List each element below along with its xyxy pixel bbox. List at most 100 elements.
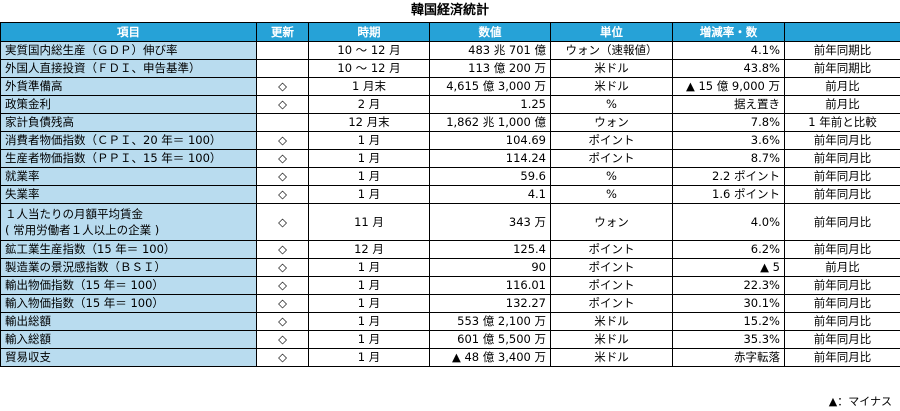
updated-cell [256, 113, 309, 132]
updated-cell: ◇ [256, 167, 309, 186]
rate-cell: 4.1% [672, 41, 785, 60]
header-item: 項目 [0, 22, 257, 42]
table-row: 実質国内総生産（ＧＤＰ）伸び率 10 〜 12 月 483 兆 701 億ウォン（速… [0, 41, 900, 60]
updated-cell: ◇ [256, 203, 309, 241]
header-unit: 単位 [550, 22, 673, 42]
rate-cell: 4.0% [672, 203, 785, 241]
period-cell: 12 月末 [308, 113, 430, 132]
header-period: 時期 [308, 22, 430, 42]
rate-cell: 8.7% [672, 149, 785, 168]
rate-cell: 3.6% [672, 131, 785, 150]
updated-cell: ◇ [256, 348, 309, 367]
header-compare [784, 22, 900, 42]
rate-cell: 30.1% [672, 294, 785, 313]
period-cell: 1 月 [308, 312, 430, 331]
period-cell: 1 月 [308, 294, 430, 313]
table-body: 実質国内総生産（ＧＤＰ）伸び率 10 〜 12 月 483 兆 701 億ウォン（速… [0, 41, 900, 367]
table-row: 外貨準備高 ◇ 1 月末 4,615 億 3,000 万米ドル ▲ 15 億 9,000… [0, 77, 900, 96]
compare-cell: 前年同月比 [784, 294, 900, 313]
rate-cell: 7.8% [672, 113, 785, 132]
compare-cell: 1 年前と比較 [784, 113, 900, 132]
rate-cell: 1.6 ポイント [672, 185, 785, 204]
updated-cell: ◇ [256, 294, 309, 313]
stats-table: 項目 更新 時期 数値 単位 増減率・数 実質国内総生産（ＧＤＰ）伸び率 10 〜… [0, 22, 900, 367]
unit-cell: % [550, 167, 673, 186]
unit-cell: ポイント [550, 294, 673, 313]
compare-cell: 前年同期比 [784, 59, 900, 78]
compare-cell: 前年同月比 [784, 240, 900, 259]
updated-cell: ◇ [256, 77, 309, 96]
unit-cell: 米ドル [550, 330, 673, 349]
table-row: 家計負債残高 12 月末 1,862 兆 1,000 億ウォン 7.8% 1 年前と比較 [0, 113, 900, 132]
updated-cell: ◇ [256, 131, 309, 150]
updated-cell [256, 59, 309, 78]
header-row: 項目 更新 時期 数値 単位 増減率・数 [0, 22, 900, 42]
table-row: 輸出総額 ◇ 1 月 553 億 2,100 万米ドル 15.2% 前年同月比 [0, 312, 900, 331]
compare-cell: 前年同期比 [784, 41, 900, 60]
table-row: １人当たりの月額平均賃金( 常用労働者１人以上の企業 ) ◇ 11 月 343 万ウォ… [0, 203, 900, 241]
updated-cell: ◇ [256, 185, 309, 204]
item-cell: 就業率 [0, 167, 257, 186]
table-row: 鉱工業生産指数（15 年＝ 100） ◇ 12 月 125.4 ポイント 6.2% 前年同月… [0, 240, 900, 259]
value-cell: 104.69 [429, 131, 551, 150]
item-cell: 家計負債残高 [0, 113, 257, 132]
compare-cell: 前月比 [784, 258, 900, 277]
unit-cell: ウォン [550, 113, 673, 132]
item-cell: 消費者物価指数（ＣＰＩ、20 年＝ 100） [0, 131, 257, 150]
rate-cell: ▲ 15 億 9,000 万 [672, 77, 785, 96]
value-cell: 132.27 [429, 294, 551, 313]
compare-cell: 前年同月比 [784, 348, 900, 367]
item-cell: 貿易収支 [0, 348, 257, 367]
period-cell: 1 月 [308, 258, 430, 277]
period-cell: 1 月 [308, 167, 430, 186]
value-cell: 553 億 2,100 万 [429, 312, 551, 331]
table-title: 韓国経済統計 [410, 3, 489, 18]
period-cell: 1 月 [308, 149, 430, 168]
value-cell: 1.25 [429, 95, 551, 114]
updated-cell: ◇ [256, 258, 309, 277]
table-row: 生産者物価指数（ＰＰＩ、15 年＝ 100） ◇ 1 月 114.24 ポイント 8.7%… [0, 149, 900, 168]
unit-cell: 米ドル [550, 59, 673, 78]
updated-cell: ◇ [256, 95, 309, 114]
table-row: 輸入物価指数（15 年＝ 100） ◇ 1 月 132.27 ポイント 30.1% 前年同月… [0, 294, 900, 313]
period-cell: 12 月 [308, 240, 430, 259]
item-cell: 製造業の景況感指数（ＢＳＩ） [0, 258, 257, 277]
unit-cell: ポイント [550, 131, 673, 150]
item-cell: 輸入総額 [0, 330, 257, 349]
legend-note: ▲：マイナス [828, 395, 892, 408]
header-updated: 更新 [256, 22, 309, 42]
value-cell: 483 兆 701 億 [429, 41, 551, 60]
unit-cell: 米ドル [550, 348, 673, 367]
table-row: 失業率 ◇ 1 月 4.1% 1.6 ポイント 前年同月比 [0, 185, 900, 204]
compare-cell: 前年同月比 [784, 185, 900, 204]
rate-cell: 35.3% [672, 330, 785, 349]
item-cell: 実質国内総生産（ＧＤＰ）伸び率 [0, 41, 257, 60]
header-value: 数値 [429, 22, 551, 42]
compare-cell: 前月比 [784, 95, 900, 114]
unit-cell: 米ドル [550, 77, 673, 96]
value-cell: 114.24 [429, 149, 551, 168]
table-row: 製造業の景況感指数（ＢＳＩ） ◇ 1 月 90 ポイント ▲ 5 前月比 [0, 258, 900, 277]
table-row: 就業率 ◇ 1 月 59.6% 2.2 ポイント 前年同月比 [0, 167, 900, 186]
compare-cell: 前月比 [784, 77, 900, 96]
value-cell: 4.1 [429, 185, 551, 204]
item-cell: 生産者物価指数（ＰＰＩ、15 年＝ 100） [0, 149, 257, 168]
item-cell: 鉱工業生産指数（15 年＝ 100） [0, 240, 257, 259]
rate-cell: 赤字転落 [672, 348, 785, 367]
rate-cell: 据え置き [672, 95, 785, 114]
unit-cell: ポイント [550, 276, 673, 295]
value-cell: 59.6 [429, 167, 551, 186]
table-row: 消費者物価指数（ＣＰＩ、20 年＝ 100） ◇ 1 月 104.69 ポイント 3.6%… [0, 131, 900, 150]
updated-cell [256, 41, 309, 60]
item-cell: 失業率 [0, 185, 257, 204]
period-cell: 1 月 [308, 131, 430, 150]
compare-cell: 前年同月比 [784, 312, 900, 331]
item-cell: 政策金利 [0, 95, 257, 114]
period-cell: 11 月 [308, 203, 430, 241]
unit-cell: ポイント [550, 240, 673, 259]
unit-cell: % [550, 185, 673, 204]
item-cell: 輸出総額 [0, 312, 257, 331]
updated-cell: ◇ [256, 312, 309, 331]
updated-cell: ◇ [256, 276, 309, 295]
value-cell: 4,615 億 3,000 万 [429, 77, 551, 96]
